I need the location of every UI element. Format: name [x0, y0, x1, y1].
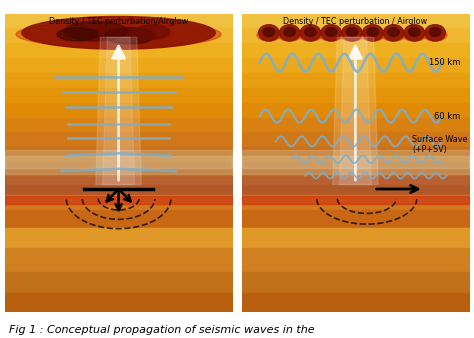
Ellipse shape [404, 25, 425, 41]
Ellipse shape [382, 29, 405, 41]
Text: 60 km: 60 km [434, 112, 460, 121]
Polygon shape [339, 37, 371, 185]
Ellipse shape [429, 27, 441, 37]
Polygon shape [96, 37, 141, 185]
Ellipse shape [263, 27, 274, 37]
Ellipse shape [321, 25, 341, 41]
Ellipse shape [363, 25, 383, 41]
Ellipse shape [278, 29, 301, 41]
Ellipse shape [279, 25, 300, 41]
Ellipse shape [305, 27, 316, 37]
Ellipse shape [361, 29, 385, 41]
Text: Density / TEC perturbation / Airglow: Density / TEC perturbation / Airglow [283, 17, 428, 26]
Ellipse shape [257, 29, 281, 41]
Ellipse shape [105, 28, 155, 44]
Ellipse shape [340, 29, 364, 41]
Ellipse shape [22, 17, 215, 49]
Ellipse shape [326, 27, 337, 37]
Ellipse shape [300, 25, 321, 41]
Ellipse shape [423, 29, 447, 41]
Polygon shape [333, 37, 378, 185]
Text: Fig 1 : Conceptual propagation of seismic waves in the: Fig 1 : Conceptual propagation of seismi… [9, 324, 315, 335]
Ellipse shape [299, 29, 322, 41]
Ellipse shape [346, 27, 358, 37]
Ellipse shape [409, 27, 420, 37]
Ellipse shape [57, 28, 98, 41]
Ellipse shape [342, 25, 362, 41]
Text: Surface Wave
(+P+SV): Surface Wave (+P+SV) [412, 135, 468, 154]
Ellipse shape [425, 25, 446, 41]
Text: Density / TEC perturbation/Airglow: Density / TEC perturbation/Airglow [49, 17, 188, 26]
Ellipse shape [64, 22, 128, 41]
Ellipse shape [284, 27, 295, 37]
Ellipse shape [367, 27, 378, 37]
Ellipse shape [383, 25, 404, 41]
Ellipse shape [136, 25, 170, 40]
Ellipse shape [319, 29, 343, 41]
Ellipse shape [388, 27, 399, 37]
Ellipse shape [402, 29, 426, 41]
Text: 150 km: 150 km [429, 58, 460, 67]
Ellipse shape [16, 21, 221, 48]
Polygon shape [103, 37, 135, 185]
Ellipse shape [259, 25, 279, 41]
